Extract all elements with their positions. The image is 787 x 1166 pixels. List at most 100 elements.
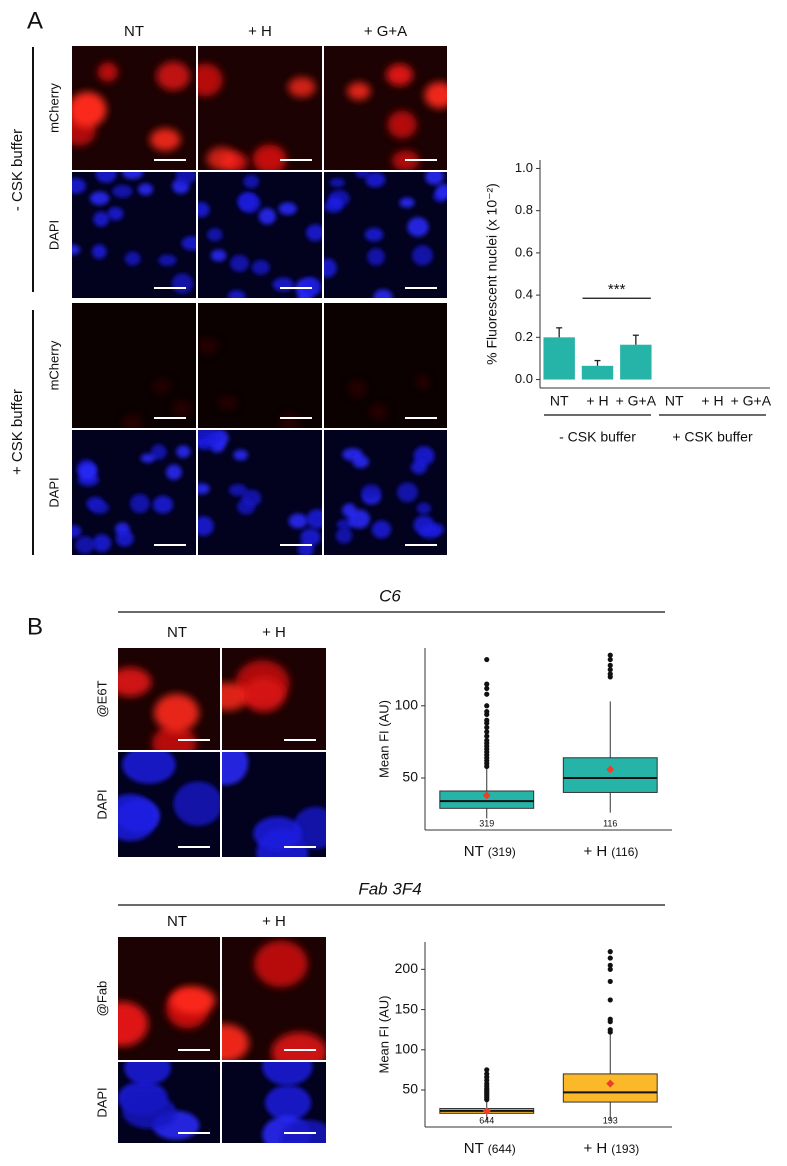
micrograph (118, 752, 220, 857)
micrograph (222, 648, 326, 750)
x-tick-label: NT (464, 1140, 484, 1157)
y-axis-label: Mean FI (AU) (376, 995, 391, 1073)
outlier (607, 1027, 613, 1033)
cell (75, 536, 95, 554)
cell (118, 1001, 149, 1047)
cell (93, 211, 110, 227)
cell (198, 483, 210, 495)
cell (425, 172, 444, 186)
outlier (484, 656, 490, 663)
cell (292, 806, 326, 850)
cell (175, 172, 196, 184)
micrograph (118, 1062, 220, 1143)
cells (222, 660, 290, 713)
column-header: + G+A (364, 23, 407, 40)
outlier (484, 708, 490, 715)
cell (324, 258, 337, 278)
cell (181, 236, 196, 251)
n-label: 644 (479, 1115, 494, 1125)
x-tick-label: NT (464, 843, 484, 860)
micrograph (72, 172, 196, 298)
x-tick-label: NT (550, 393, 569, 409)
cell (130, 493, 150, 514)
cell (435, 183, 447, 199)
cell (416, 502, 431, 515)
cell (278, 202, 297, 215)
micrograph (72, 430, 196, 555)
cells (262, 1062, 326, 1143)
box (562, 1073, 658, 1103)
cell (198, 337, 219, 354)
row-label: mCherry (46, 340, 61, 390)
cell (210, 249, 227, 262)
cell (140, 453, 156, 463)
cell (198, 63, 223, 97)
cell (254, 940, 308, 988)
cell (72, 91, 107, 128)
cell (172, 400, 192, 418)
significance: *** (608, 281, 626, 298)
cell (368, 403, 389, 421)
outlier (607, 667, 613, 673)
cell (150, 444, 167, 460)
y-tick-label: 1.0 (515, 160, 533, 175)
cell (95, 172, 117, 183)
cell (121, 414, 144, 428)
micrograph (198, 172, 322, 298)
cell (124, 251, 141, 266)
cell (222, 682, 249, 711)
cell (227, 290, 246, 298)
outlier (484, 1071, 490, 1077)
y-axis-label: Mean FI (AU) (376, 700, 391, 778)
y-tick-label: 0.2 (515, 329, 533, 344)
cell (72, 178, 86, 194)
x-tick-label: + G+A (731, 393, 772, 409)
cell (89, 191, 110, 206)
n-label: 319 (479, 818, 494, 828)
x-tick-label: + H (586, 393, 608, 409)
cell (361, 484, 382, 501)
box (562, 757, 658, 793)
y-tick-label: 0.6 (515, 244, 533, 259)
cell (396, 482, 418, 503)
cell (158, 254, 177, 267)
outlier (607, 671, 613, 677)
micrograph (222, 752, 326, 857)
cell (206, 147, 238, 170)
cell (410, 460, 427, 475)
group-label: + CSK buffer (672, 429, 753, 445)
cell (222, 752, 249, 786)
cell (367, 248, 385, 266)
column-header: NT (124, 23, 144, 40)
cell (217, 395, 238, 410)
cell (335, 527, 353, 544)
cells (118, 986, 216, 1047)
count-label: (644) (488, 1142, 516, 1156)
cell (272, 277, 294, 292)
cell (243, 676, 285, 713)
cell (233, 449, 249, 461)
y-tick-label: 100 (395, 1040, 419, 1056)
cell (230, 254, 250, 272)
cell (252, 144, 287, 170)
cell (243, 174, 260, 189)
cells (198, 337, 301, 428)
cell (301, 277, 322, 297)
outlier (484, 733, 490, 739)
cell (122, 172, 144, 180)
cell (206, 227, 223, 242)
mean-marker (606, 765, 615, 774)
image-background (324, 46, 447, 170)
cell (306, 509, 322, 529)
micrograph (198, 303, 322, 428)
n-label: 116 (603, 818, 617, 828)
cell (152, 495, 174, 514)
cell (262, 1062, 313, 1086)
cell (241, 489, 262, 507)
cell (371, 520, 392, 539)
cell (115, 529, 134, 547)
micrograph (324, 46, 447, 170)
cell (288, 77, 316, 98)
cell (278, 413, 301, 428)
count-label: (116) (611, 845, 638, 859)
